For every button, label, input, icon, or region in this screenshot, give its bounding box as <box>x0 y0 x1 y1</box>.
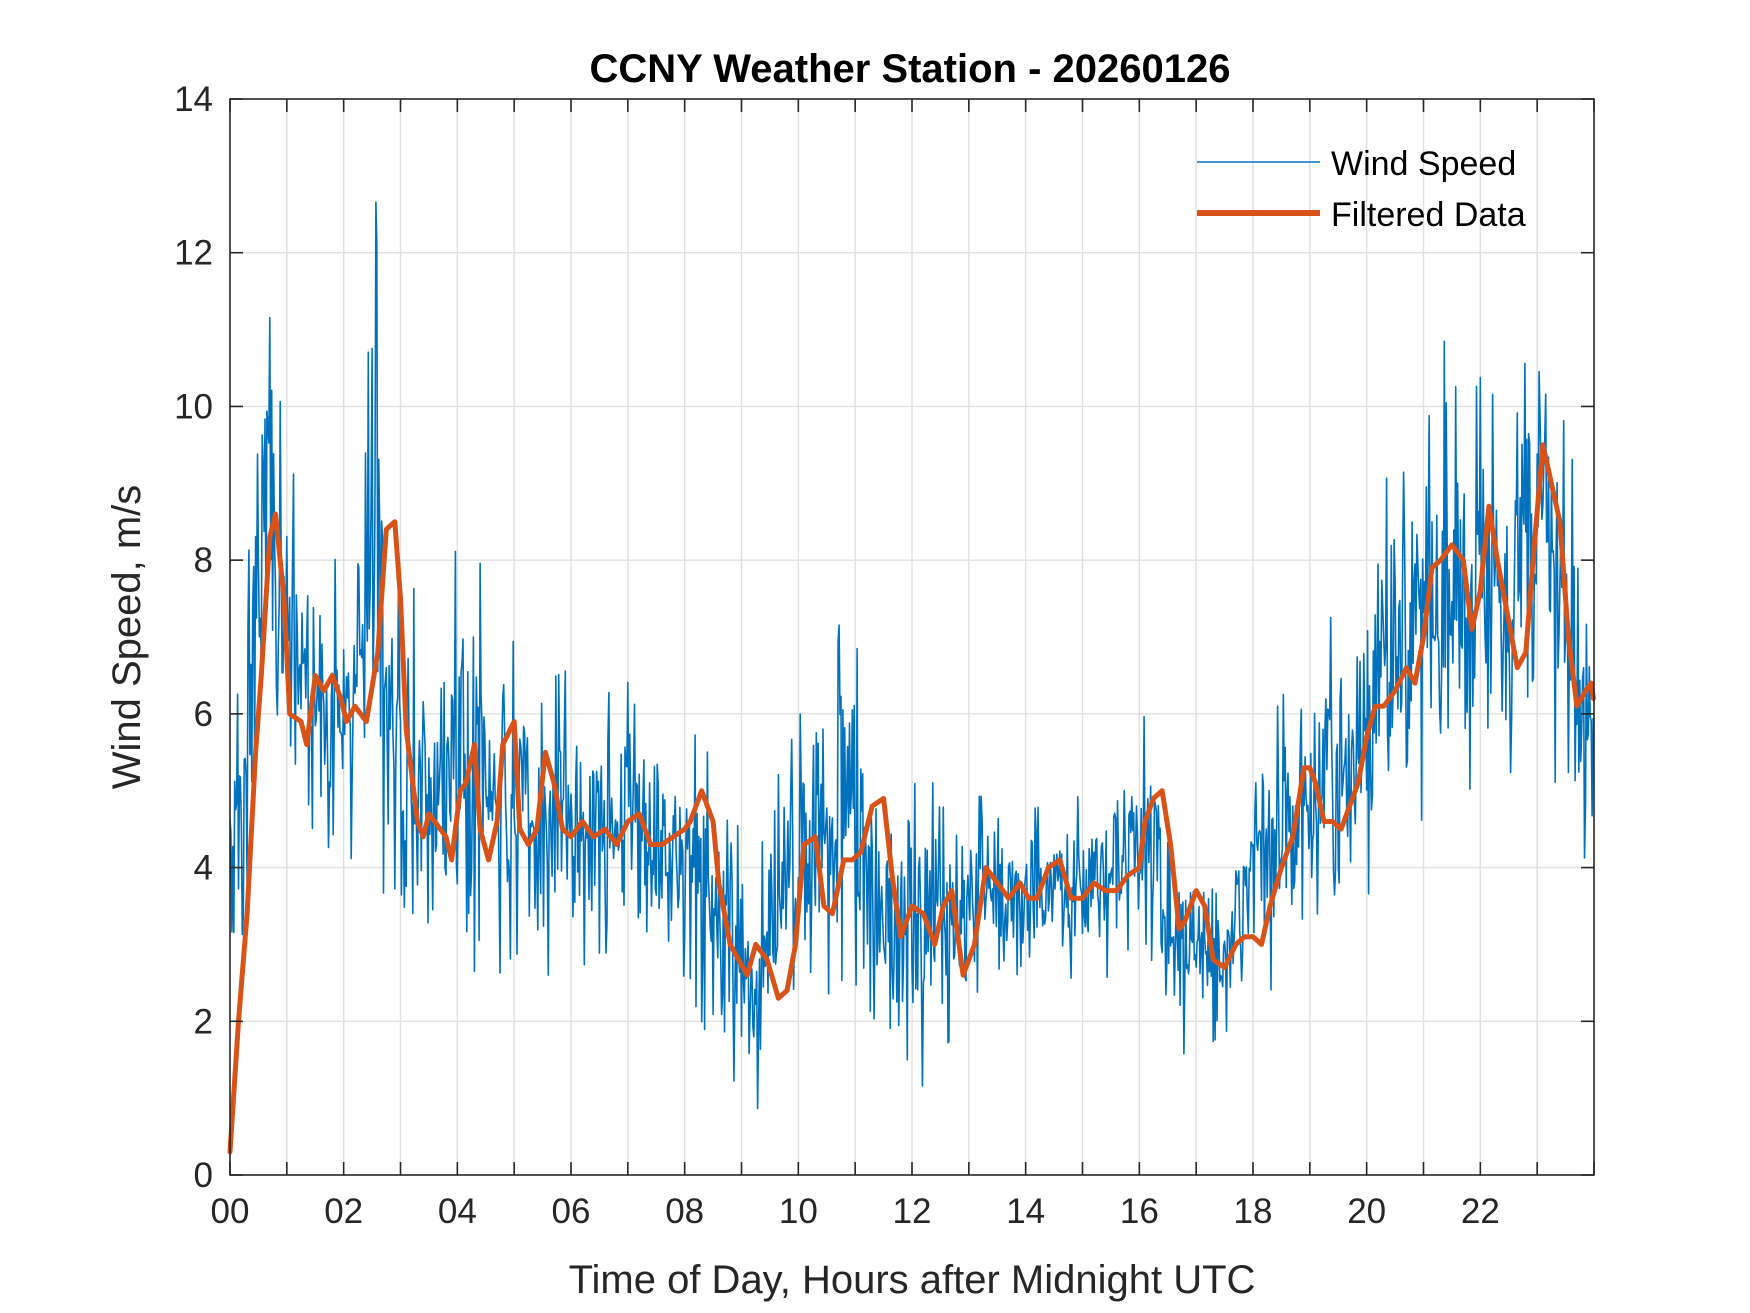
y-axis-label: Wind Speed, m/s <box>105 485 149 790</box>
legend: Wind Speed Filtered Data <box>1197 145 1526 234</box>
x-tick-label: 14 <box>1006 1192 1045 1231</box>
x-tick-label: 18 <box>1234 1192 1273 1231</box>
x-tick-label: 04 <box>438 1192 477 1231</box>
filtered-data-series <box>227 442 1596 1155</box>
chart-title: CCNY Weather Station - 20260126 <box>590 47 1231 91</box>
x-tick-label: 02 <box>324 1192 363 1231</box>
axis-ticks <box>229 98 1595 1176</box>
x-tick-label: 16 <box>1120 1192 1159 1231</box>
x-tick-label: 20 <box>1347 1192 1386 1231</box>
y-tick-label: 4 <box>194 849 213 888</box>
x-axis-label: Time of Day, Hours after Midnight UTC <box>569 1258 1256 1302</box>
y-tick-label: 0 <box>194 1156 213 1195</box>
y-tick-label: 6 <box>194 695 213 734</box>
x-tick-labels: 00 02 04 06 08 10 12 14 16 18 20 22 <box>211 1192 1500 1231</box>
legend-label-wind-speed: Wind Speed <box>1331 145 1516 183</box>
x-tick-label: 12 <box>893 1192 932 1231</box>
y-tick-label: 10 <box>174 387 213 426</box>
y-tick-label: 2 <box>194 1002 213 1041</box>
y-tick-label: 8 <box>194 541 213 580</box>
filtered-data-line <box>227 442 1596 1155</box>
x-tick-label: 06 <box>552 1192 591 1231</box>
y-tick-label: 12 <box>174 234 213 273</box>
x-tick-label: 08 <box>665 1192 704 1231</box>
y-tick-labels: 0 2 4 6 8 10 12 14 <box>174 80 213 1195</box>
x-tick-label: 00 <box>211 1192 250 1231</box>
x-tick-label: 22 <box>1461 1192 1500 1231</box>
legend-label-filtered-data: Filtered Data <box>1331 196 1526 234</box>
y-tick-label: 14 <box>174 80 213 119</box>
x-tick-label: 10 <box>779 1192 818 1231</box>
